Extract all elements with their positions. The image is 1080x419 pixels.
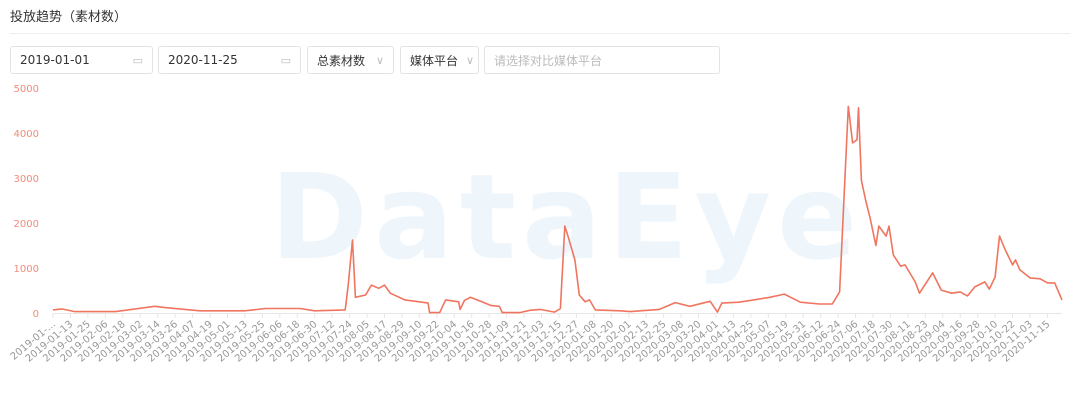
y-tick-label: 2000 <box>14 219 39 230</box>
y-tick-label: 1000 <box>14 264 39 275</box>
calendar-icon: ▭ <box>132 53 143 67</box>
compare-platform-placeholder: 请选择对比媒体平台 <box>494 53 603 68</box>
series-line <box>52 105 1063 314</box>
start-date-picker[interactable]: 2019-01-01 ▭ <box>10 46 153 74</box>
end-date-value: 2020-11-25 <box>168 53 238 67</box>
y-tick-label: 4000 <box>14 129 39 140</box>
start-date-value: 2019-01-01 <box>20 53 90 67</box>
section-title: 投放趋势（素材数） <box>10 10 128 25</box>
chevron-down-icon: ∨ <box>375 53 384 67</box>
metric-select[interactable]: 总素材数 ∨ <box>307 46 394 74</box>
calendar-icon: ▭ <box>280 53 291 67</box>
platform-select[interactable]: 媒体平台 ∨ <box>400 46 479 74</box>
chevron-down-icon: ∨ <box>465 53 474 67</box>
metric-value: 总素材数 <box>317 53 366 68</box>
dataeye-watermark: DataEye <box>270 148 863 286</box>
divider <box>10 33 1070 34</box>
end-date-picker[interactable]: 2020-11-25 ▭ <box>158 46 301 74</box>
compare-platform-select[interactable]: 请选择对比媒体平台 <box>484 46 720 74</box>
y-tick-label: 5000 <box>14 84 39 95</box>
y-tick-label: 0 <box>33 309 39 320</box>
platform-value: 媒体平台 <box>410 53 459 68</box>
y-tick-label: 3000 <box>14 174 39 185</box>
